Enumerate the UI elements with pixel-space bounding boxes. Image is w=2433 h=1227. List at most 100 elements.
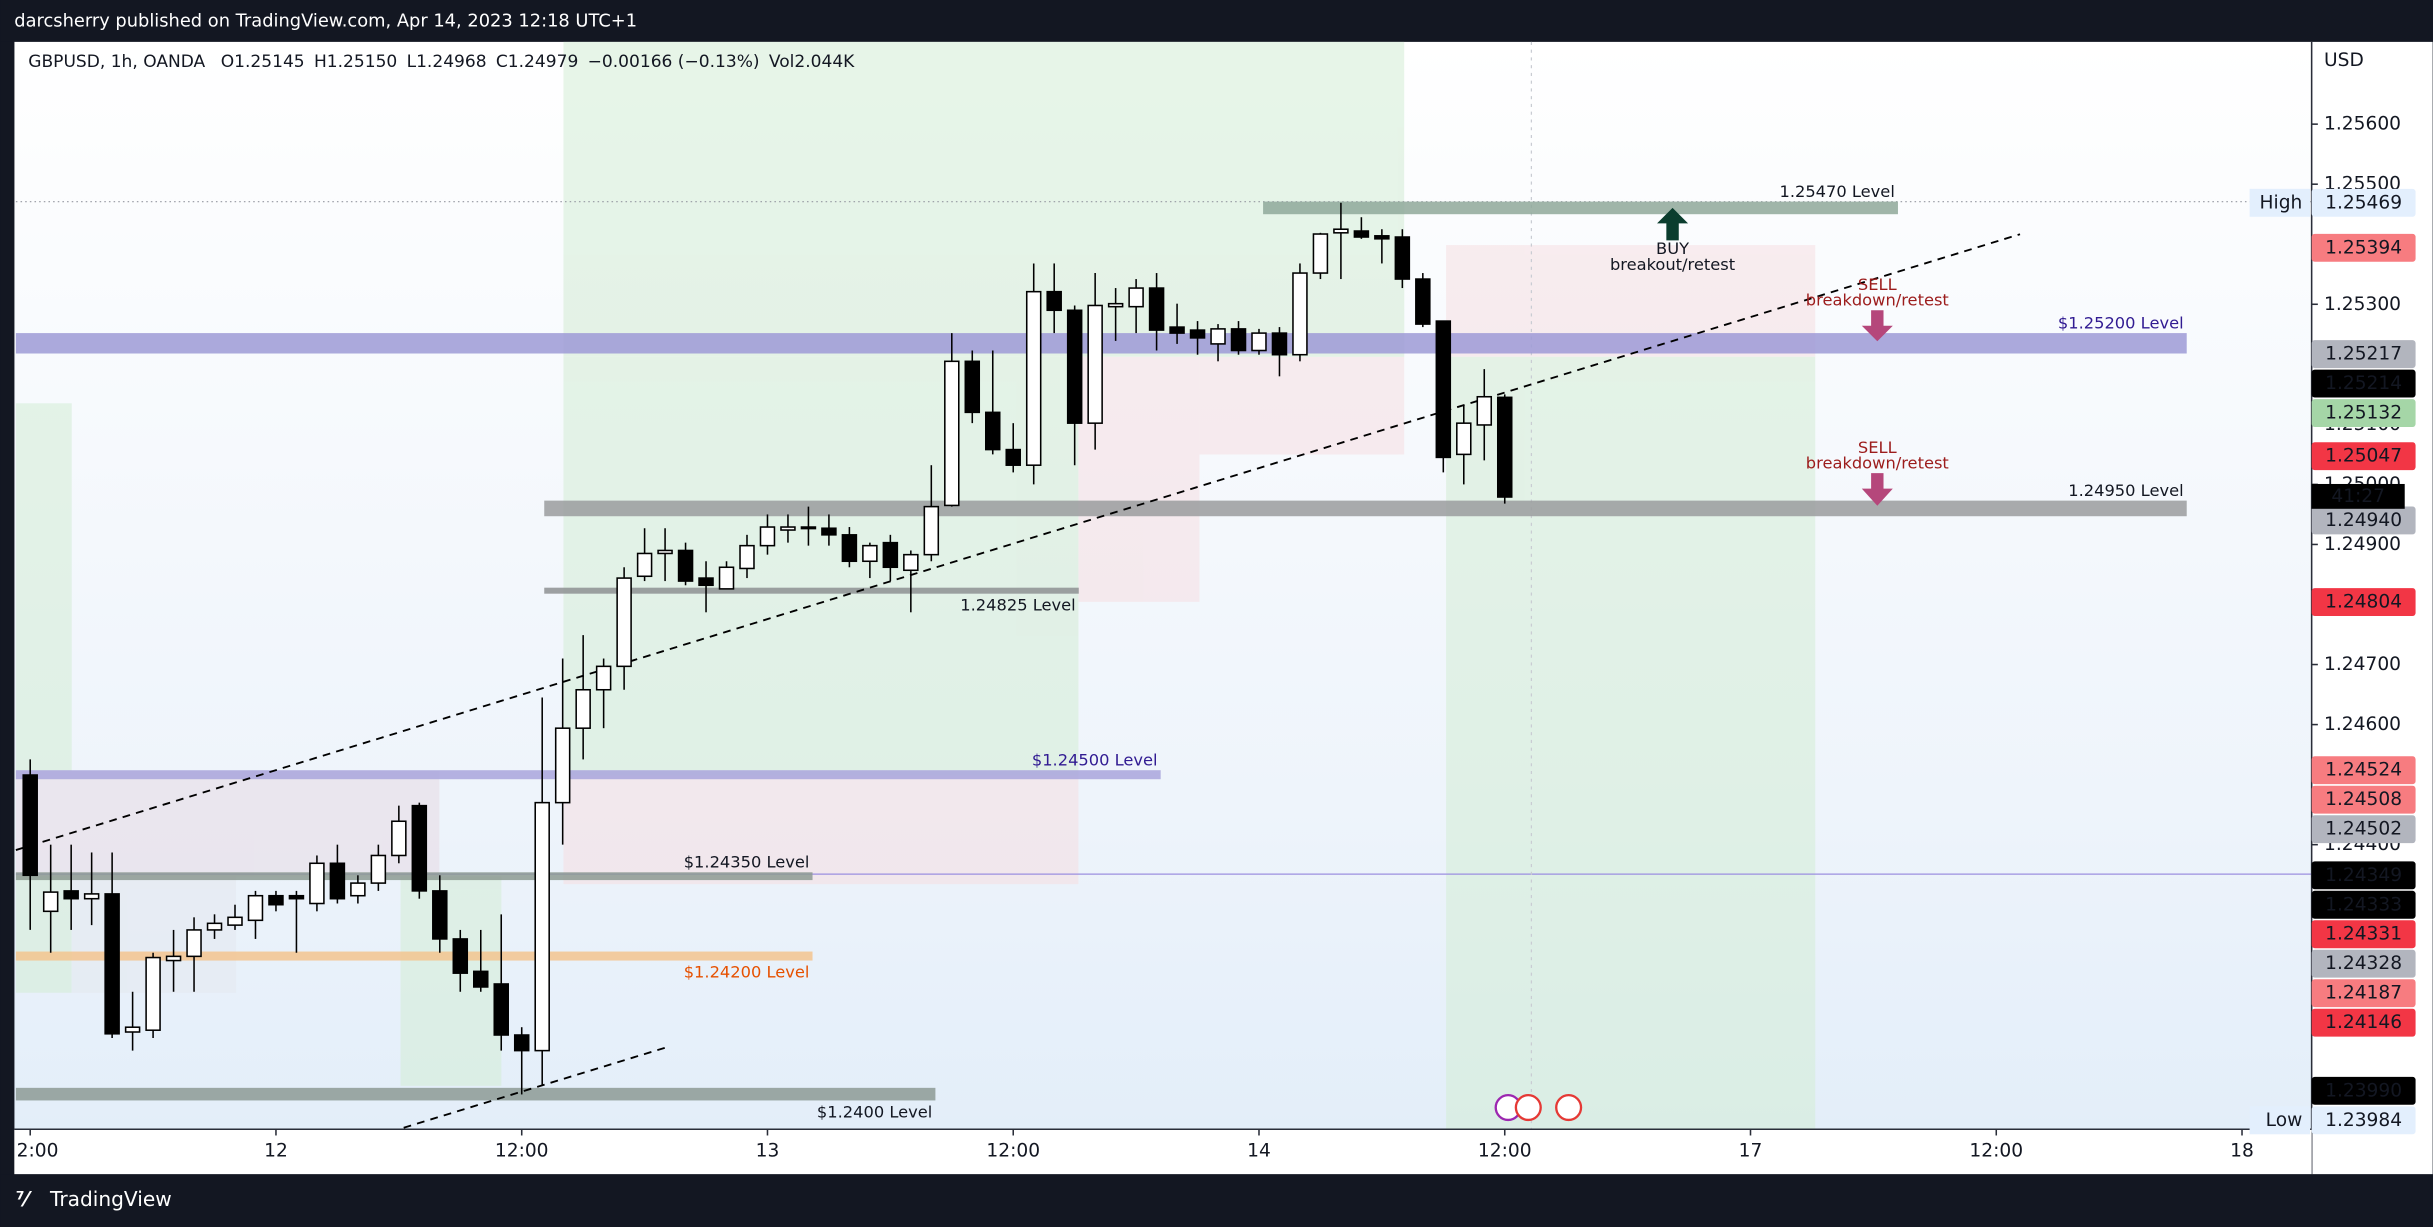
legend: GBPUSD, 1h, OANDA O1.25145 H1.25150 L1.2496… — [28, 52, 855, 72]
badge-tag: Low — [2266, 1110, 2303, 1131]
candle-body — [1251, 332, 1267, 352]
price-badge — [2311, 920, 2416, 949]
candle-body — [391, 820, 407, 857]
price-badge-label: 1.24502 — [2325, 819, 2402, 840]
candle-body — [1271, 332, 1288, 356]
candle-body — [964, 360, 981, 414]
level-label: $1.2400 Level — [817, 1102, 932, 1121]
price-badge-label: 1.24333 — [2325, 894, 2402, 915]
candle-body — [1210, 328, 1226, 345]
level-label: $1.24200 Level — [684, 962, 810, 981]
x-tick-label: 12:00 — [986, 1140, 1040, 1161]
left-border — [0, 41, 15, 1175]
x-tick-label: 17 — [1739, 1140, 1763, 1161]
candle-body — [1066, 309, 1083, 424]
candle-body — [186, 929, 202, 958]
candle-body — [739, 544, 755, 570]
candle-body — [124, 1026, 141, 1033]
candle-body — [268, 894, 284, 906]
candle-body — [1353, 230, 1370, 238]
candle-body — [616, 577, 632, 668]
price-badge — [2311, 233, 2416, 262]
price-badge-label: 1.25217 — [2325, 344, 2402, 365]
y-tick-label: 1.24900 — [2324, 534, 2401, 555]
level-zone — [544, 500, 2187, 517]
price-badge-label: 1.25469 — [2325, 192, 2402, 213]
price-badge — [2311, 979, 2416, 1008]
price-badge — [2311, 890, 2416, 919]
candle-body — [903, 553, 919, 572]
x-tick-label: 2:00 — [17, 1140, 59, 1161]
candle-body — [145, 956, 161, 1031]
price-badge-label: 1.25214 — [2325, 373, 2402, 394]
candle-body — [718, 566, 735, 590]
candle-body — [841, 534, 858, 563]
annotation-title: SELL — [1858, 438, 1897, 457]
annotation-title: BUY — [1656, 239, 1689, 258]
candle-body — [1005, 448, 1021, 466]
candle-body — [83, 893, 100, 900]
price-badge-label: 1.25047 — [2325, 446, 2402, 467]
trendline — [15, 233, 2021, 851]
badge-tag-bg — [2249, 188, 2311, 217]
arrow-down — [1861, 310, 1893, 342]
price-badge — [2311, 756, 2416, 785]
price-badge-label: 1.24146 — [2325, 1012, 2402, 1033]
level-zone — [15, 1087, 936, 1101]
candle-body — [1312, 233, 1329, 274]
sell-annotation: SELL breakdown/retest — [1806, 438, 1949, 506]
candle-body — [473, 970, 489, 988]
price-badge-label: 1.24328 — [2325, 953, 2402, 974]
candle-body — [1025, 290, 1042, 466]
price-badge — [2311, 1008, 2416, 1037]
price-badge — [2311, 785, 2416, 814]
x-tick-label: 18 — [2230, 1140, 2254, 1161]
candle-body — [677, 549, 694, 582]
candle-body — [1456, 422, 1472, 456]
candle-body — [657, 549, 673, 555]
price-badge — [2311, 815, 2416, 844]
candle-body — [1435, 320, 1452, 459]
box — [1199, 356, 1405, 455]
price-badge — [2311, 506, 2416, 535]
candle-body — [780, 526, 796, 531]
candle-body — [923, 505, 940, 556]
candle-body — [104, 893, 120, 1035]
x-tick-label: 12:00 — [495, 1140, 549, 1161]
candle-body — [63, 890, 79, 900]
event-icon — [1555, 1093, 1583, 1122]
y-tick-label: 1.24600 — [2324, 714, 2401, 735]
price-badge — [2311, 340, 2416, 369]
candle-body — [534, 801, 550, 1052]
price-badge — [2311, 861, 2416, 890]
level-label: 1.24825 Level — [960, 596, 1075, 615]
buy-annotation: BUY breakout/retest — [1610, 207, 1735, 274]
brand: TradingView — [49, 1187, 172, 1211]
y-tick-label: 1.25600 — [2324, 114, 2401, 135]
price-badge-label: 1.23984 — [2325, 1110, 2402, 1131]
candle-body — [206, 922, 223, 931]
candle-body — [1230, 328, 1247, 352]
candle-body — [452, 938, 469, 974]
candle-body — [821, 527, 837, 536]
price-badge-label: 1.24331 — [2325, 924, 2402, 945]
bottom-bar — [0, 1174, 2433, 1227]
level-label: $1.25200 Level — [2058, 313, 2184, 332]
candle-body — [309, 862, 325, 905]
candle-body — [595, 665, 612, 691]
annotation-text: breakdown/retest — [1806, 453, 1949, 472]
top-bar — [0, 0, 2433, 42]
candle-body — [800, 526, 817, 530]
x-tick-label: 12:00 — [1969, 1140, 2023, 1161]
candle-body — [329, 862, 346, 900]
x-tick-label: 14 — [1247, 1140, 1271, 1161]
candle-body — [1496, 396, 1513, 498]
candle-body — [493, 983, 509, 1036]
candle-body — [42, 891, 59, 913]
price-badge-label: 1.24187 — [2325, 983, 2402, 1004]
price-badge-label: 1.24804 — [2325, 592, 2402, 613]
level-zone — [15, 770, 1161, 780]
x-tick-label: 12:00 — [1478, 1140, 1532, 1161]
